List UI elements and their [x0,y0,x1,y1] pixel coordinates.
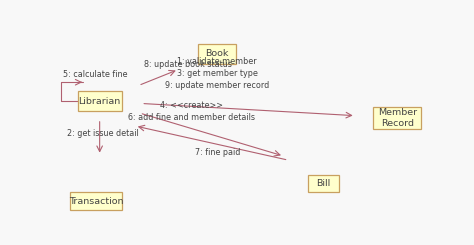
FancyBboxPatch shape [198,44,237,64]
Text: 1: validate member
3: get member type
9: update member record: 1: validate member 3: get member type 9:… [165,57,269,90]
Text: Bill: Bill [317,179,331,188]
Text: Member
Record: Member Record [378,108,417,128]
Text: Book: Book [206,49,229,58]
Text: Transaction: Transaction [69,196,123,206]
FancyBboxPatch shape [70,192,122,210]
Text: 7: fine paid: 7: fine paid [195,148,240,157]
FancyBboxPatch shape [78,91,122,111]
Text: 4: <<create>>
6: add fine and member details: 4: <<create>> 6: add fine and member det… [128,101,255,122]
Text: Librarian: Librarian [79,97,121,106]
Text: 8: update book status: 8: update book status [144,60,232,69]
FancyBboxPatch shape [308,175,339,192]
Text: 5: calculate fine: 5: calculate fine [63,70,128,79]
Text: 2: get issue detail: 2: get issue detail [66,129,138,138]
FancyBboxPatch shape [374,107,421,129]
